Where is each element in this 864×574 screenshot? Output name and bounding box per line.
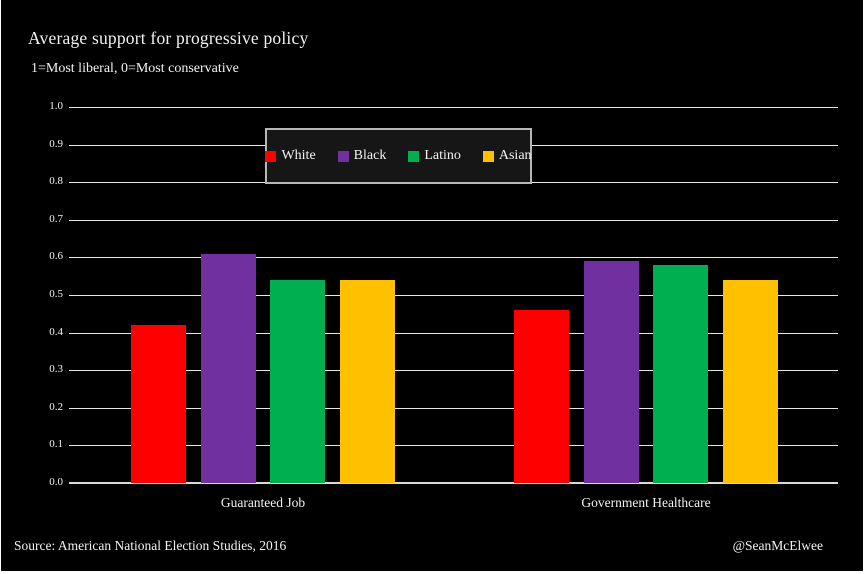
gridline-0.1	[69, 445, 838, 447]
legend-item-asian: Asian	[482, 148, 532, 164]
ytick-label-0.4: 0.4	[49, 325, 63, 338]
gridline-0.6	[69, 257, 838, 259]
ytick-label-0.9: 0.9	[49, 137, 63, 150]
ytick-label-1.0: 1.0	[49, 100, 63, 112]
ytick-label-0.1: 0.1	[49, 438, 63, 451]
gridline-1.0	[69, 107, 838, 108]
bar-white-government-healthcare	[514, 310, 570, 483]
ytick-label-0.0: 0.0	[49, 476, 63, 488]
category-label-government-healthcare: Government Healthcare	[581, 495, 711, 510]
bar-white-guaranteed-job	[131, 325, 187, 483]
legend-item-white: White	[265, 148, 316, 164]
legend-swatch-icon-latino	[408, 150, 420, 162]
gridline-0.5	[69, 295, 838, 296]
category-label-guaranteed-job: Guaranteed Job	[220, 495, 306, 510]
ytick-label-0.2: 0.2	[49, 400, 63, 413]
bar-black-government-healthcare	[583, 261, 639, 483]
legend-swatch-icon-white	[265, 150, 277, 162]
legend-label-asian: Asian	[498, 148, 532, 163]
gridline-0.3	[69, 370, 838, 372]
legend-item-black: Black	[337, 148, 387, 164]
ytick-label-0.5: 0.5	[49, 288, 63, 300]
chart-subtitle: 1=Most liberal, 0=Most conservative	[31, 61, 239, 76]
gridline-0.4	[69, 332, 838, 334]
legend-swatch-icon-asian	[482, 150, 494, 162]
gridline-0.7	[69, 219, 838, 221]
ytick-label-0.7: 0.7	[49, 212, 63, 225]
bar-asian-guaranteed-job	[339, 279, 395, 483]
bar-latino-guaranteed-job	[270, 279, 326, 483]
bar-black-guaranteed-job	[200, 253, 256, 483]
ytick-label-0.8: 0.8	[49, 175, 63, 188]
legend-label-black: Black	[353, 148, 387, 163]
legend: White Black Latino Asian	[265, 128, 532, 184]
credit-handle: @SeanMcElwee	[732, 538, 823, 553]
bar-asian-government-healthcare	[722, 279, 778, 483]
plot-area	[69, 107, 838, 484]
source-note: Source: American National Election Studi…	[14, 538, 287, 553]
legend-label-white: White	[281, 148, 316, 163]
gridline-0.0	[69, 482, 838, 484]
ytick-label-0.3: 0.3	[49, 363, 63, 376]
bar-latino-government-healthcare	[653, 264, 709, 483]
legend-label-latino: Latino	[424, 148, 461, 163]
legend-item-latino: Latino	[408, 148, 461, 164]
chart-title: Average support for progressive policy	[28, 28, 309, 48]
ytick-label-0.6: 0.6	[49, 250, 63, 263]
legend-swatch-icon-black	[337, 150, 349, 162]
gridline-0.2	[69, 407, 838, 409]
